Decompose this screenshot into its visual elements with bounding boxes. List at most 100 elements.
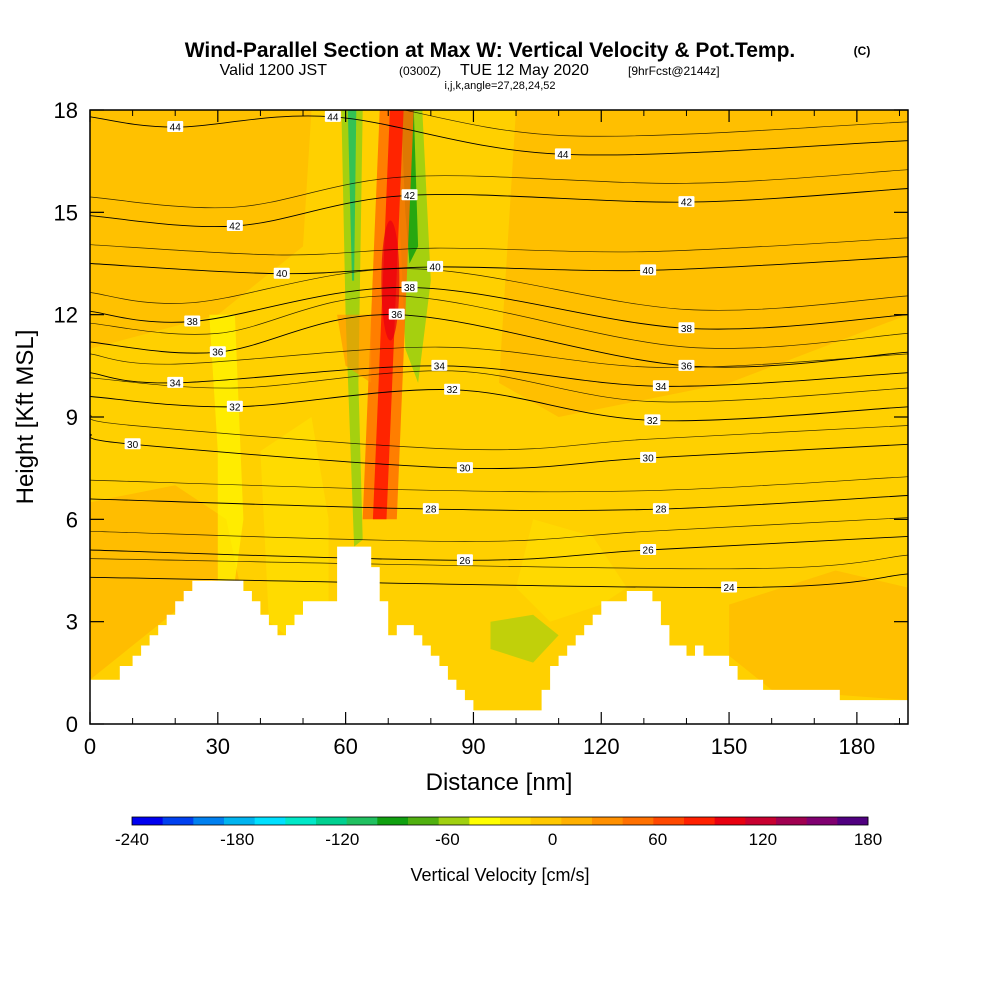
contour-label-text: 32 [647,416,659,427]
contour-label-text: 36 [391,310,403,321]
contour-label: 40 [427,260,444,273]
colorbar-swatch [806,817,838,825]
colorbar-swatch [837,817,869,825]
colorbar-swatch [162,817,194,825]
colorbar-swatch [254,817,286,825]
theta-contour-26-companion [90,517,908,542]
theta-contour-30-companion [90,414,908,451]
theta-contour-28 [90,495,908,512]
warm-region-lower-left [90,485,240,680]
y-tick-label: 0 [66,712,78,737]
theta-contour-40-companion [90,237,908,256]
colorbar-tick-label: 180 [854,830,882,849]
contour-label-text: 40 [430,262,442,273]
y-tick-label: 12 [54,303,78,328]
valid-date: TUE 12 May 2020 [460,62,589,79]
colorbar-label: Vertical Velocity [cm/s] [410,865,589,885]
contour-label: 26 [640,544,657,557]
chart-title: Wind-Parallel Section at Max W: Vertical… [185,39,796,62]
valid-time-line: Valid 1200 JST (0300Z) TUE 12 May 2020 [… [220,62,720,79]
colorbar-swatch [592,817,624,825]
colorbar-swatch [776,817,808,825]
contour-label: 30 [124,438,141,451]
contour-label: 34 [652,380,669,393]
contour-label-text: 40 [643,266,655,277]
contour-label: 28 [652,503,669,516]
contour-label: 34 [167,376,184,389]
colorbar-frame [131,816,869,826]
colorbar-swatch [224,817,256,825]
contour-label-text: 30 [127,440,139,451]
contour-label-text: 26 [459,556,471,567]
contour-label: 36 [388,308,405,321]
contour-label: 30 [640,451,657,464]
grid-info: i,j,k,angle=27,28,24,52 [444,80,555,92]
colorbar-tick-label: -60 [435,830,460,849]
contour-label: 28 [422,503,439,516]
theta-contour-42-companion [90,169,908,209]
contour-label: 38 [184,315,201,328]
colorbar-swatch [285,817,317,825]
forecast-info: [9hrFcst@2144z] [628,64,720,78]
theta-contour-26 [90,535,908,561]
contour-label-text: 34 [655,382,667,393]
contour-label: 32 [444,383,461,396]
colorbar-swatch [622,817,654,825]
contour-label-text: 34 [170,378,182,389]
colorbar-tick-label: -120 [325,830,359,849]
contour-label: 42 [678,196,695,209]
contour-label-text: 42 [404,191,416,202]
y-tick-label: 18 [54,98,78,123]
contour-label-text: 32 [447,385,459,396]
warm-region-left-upper [90,110,312,349]
contour-label: 26 [456,554,473,567]
valid-prefix: Valid 1200 JST [220,62,328,79]
contour-label: 24 [721,581,738,594]
colorbar-swatch [438,817,470,825]
contour-label: 32 [226,400,243,413]
colorbar-tick-label: -180 [220,830,254,849]
x-tick-label: 120 [583,734,620,759]
y-tick-label: 15 [54,200,78,225]
y-tick-label: 6 [66,507,78,532]
colorbar-swatch [346,817,378,825]
contour-label-text: 44 [327,112,339,123]
colorbar-swatch [653,817,685,825]
contour-label-text: 36 [681,361,693,372]
theta-contour-32 [90,389,908,422]
theta-contour-42 [90,188,908,228]
contour-label-text: 42 [229,221,241,232]
yellow-band-right [516,519,627,622]
y-axis-label: Height [Kft MSL] [12,330,39,505]
warm-region-right-upper [499,110,908,417]
contour-label-text: 42 [681,198,693,209]
updraft-shoulder [337,314,372,383]
updraft-max [381,220,400,341]
contour-label: 40 [273,267,290,280]
theta-contour-36 [90,314,908,368]
warm-region-lower-right [729,570,908,701]
theta-contour-32-companion [90,370,908,403]
contour-label: 40 [640,264,657,277]
theta-contour-36-companion [90,295,908,349]
theta-contour-34-companion [90,346,908,368]
contour-label: 34 [431,359,448,372]
colorbar-swatch [132,817,164,825]
contour-label-text: 28 [655,505,667,516]
x-tick-label: 180 [839,734,876,759]
x-tick-label: 0 [84,734,96,759]
colorbar-tick-label: 60 [648,830,667,849]
contour-label: 44 [554,148,571,161]
x-tick-label: 30 [206,734,230,759]
valid-zulu: (0300Z) [399,64,441,78]
colorbar-tick-label: -240 [115,830,149,849]
contour-label-text: 32 [229,402,241,413]
x-tick-label: 90 [461,734,485,759]
green-downdraft-left-core [347,110,357,281]
colorbar-tick-label: 0 [548,830,557,849]
contour-label: 42 [401,189,418,202]
contour-label-text: 44 [170,123,182,134]
colorbar-swatch [469,817,501,825]
plot-area: 24 26 26 28 28 30 30 30 32 32 32 34 34 34 36 36 36 38 38 38… [90,110,908,724]
